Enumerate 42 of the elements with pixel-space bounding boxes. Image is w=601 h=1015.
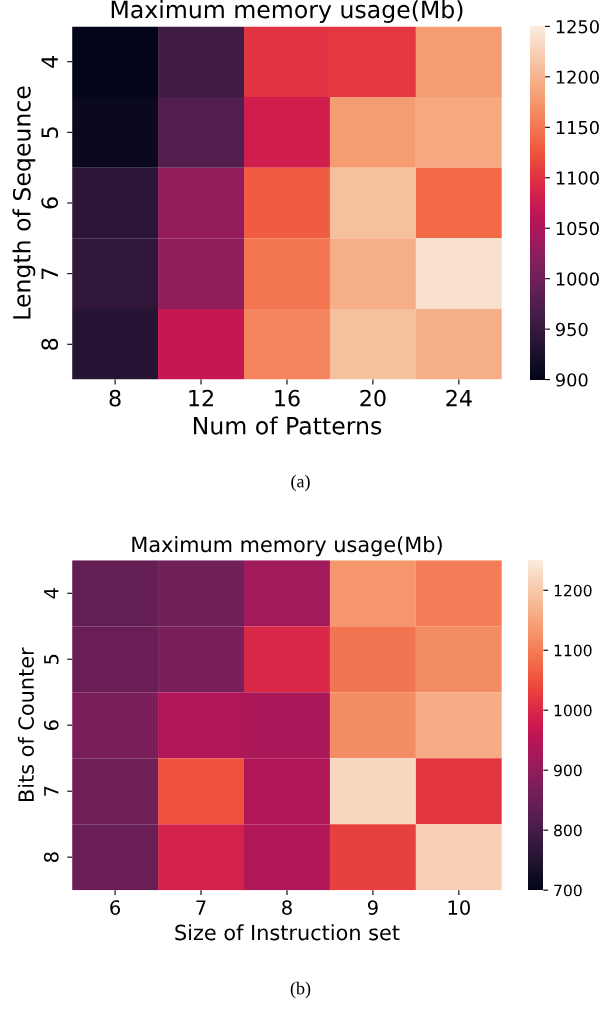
y-tick-label: 7 <box>44 786 59 796</box>
y-tick-label: 7 <box>41 268 58 279</box>
y-tick-label: 5 <box>44 654 59 664</box>
x-tick-label: 16 <box>275 389 300 407</box>
color-bar-label: 1200 <box>556 70 599 84</box>
x-tick-label: 12 <box>189 389 213 407</box>
color-bar-label: 950 <box>555 322 588 337</box>
color-bar-label: 1150 <box>556 120 599 135</box>
x-tick-label: 24 <box>446 389 472 407</box>
x-tick-label: 8 <box>282 900 292 915</box>
text: (b) <box>290 981 311 999</box>
y-axis-title: Length of Seqeunce <box>12 86 36 319</box>
y-axis-title: Bits of Counter <box>17 647 34 802</box>
color-bar-label: 900 <box>554 764 582 777</box>
color-bar-label: 1100 <box>554 644 592 657</box>
x-tick-label: 9 <box>367 900 378 915</box>
x-tick-label: 6 <box>110 900 121 915</box>
y-tick-label: 6 <box>41 197 59 209</box>
x-tick-label: 10 <box>448 900 470 915</box>
y-tick-label: 4 <box>44 588 59 599</box>
color-bar-label: 1100 <box>556 171 599 185</box>
x-axis-title: Num of Patterns <box>193 416 382 435</box>
y-tick-label: 5 <box>41 127 59 138</box>
y-tick-label: 8 <box>41 338 59 350</box>
x-tick-label: 8 <box>109 389 121 407</box>
y-tick-label: 6 <box>43 720 59 731</box>
color-bar-label: 900 <box>555 373 588 387</box>
y-tick-label: 4 <box>41 55 58 68</box>
color-bar-label: 1050 <box>556 221 599 236</box>
color-bar-label: 800 <box>554 824 582 837</box>
chart-title: Maximum memory usage(Mb) <box>132 536 442 557</box>
color-bar-label: 1200 <box>554 584 592 597</box>
color-bar-label: 700 <box>554 884 582 897</box>
color-bar-label: 1000 <box>556 272 599 286</box>
x-axis-title: Size of Instruction set <box>175 924 400 941</box>
y-tick-label: 8 <box>43 852 59 863</box>
color-bar-label: 1000 <box>554 704 592 717</box>
chart-title: Maximum memory usage(Mb) <box>111 0 463 23</box>
x-tick-label: 7 <box>196 900 206 915</box>
x-tick-label: 20 <box>360 389 386 407</box>
color-bar-label: 1250 <box>556 19 599 34</box>
text: (a) <box>291 474 310 492</box>
